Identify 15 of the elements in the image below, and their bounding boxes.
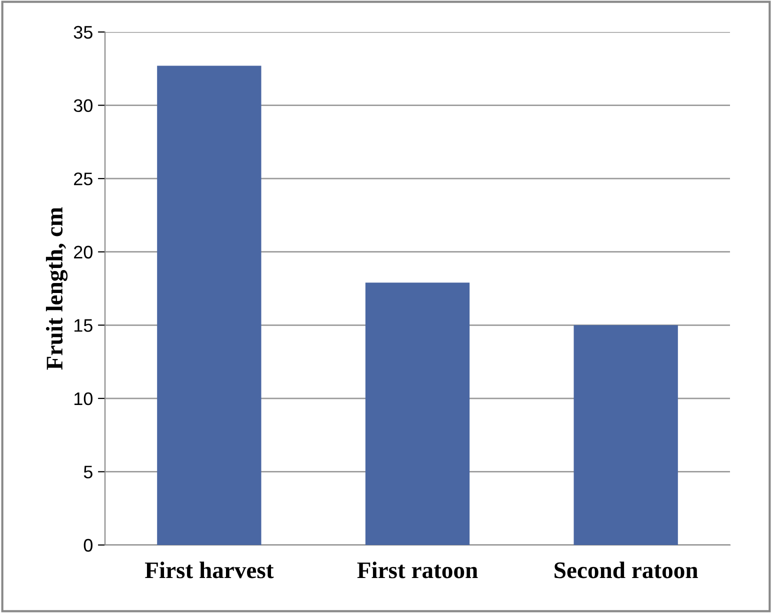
bar [157, 66, 262, 545]
y-tick-label: 25 [74, 172, 92, 186]
x-tick-label: Second ratoon [554, 562, 698, 578]
y-tick-label: 10 [74, 392, 92, 406]
bar [365, 282, 470, 545]
y-tick-label: 30 [74, 99, 92, 112]
y-tick-label: 15 [74, 319, 92, 332]
y-tick-label: 0 [84, 538, 92, 552]
y-axis-title: Fruit length, cm [46, 207, 68, 370]
y-tick-label: 5 [84, 466, 92, 478]
y-tick-label: 35 [74, 26, 92, 39]
x-tick-label: First harvest [144, 562, 274, 578]
bar [574, 325, 678, 545]
y-tick-label: 20 [74, 246, 92, 259]
x-tick-label: First ratoon [357, 562, 478, 578]
